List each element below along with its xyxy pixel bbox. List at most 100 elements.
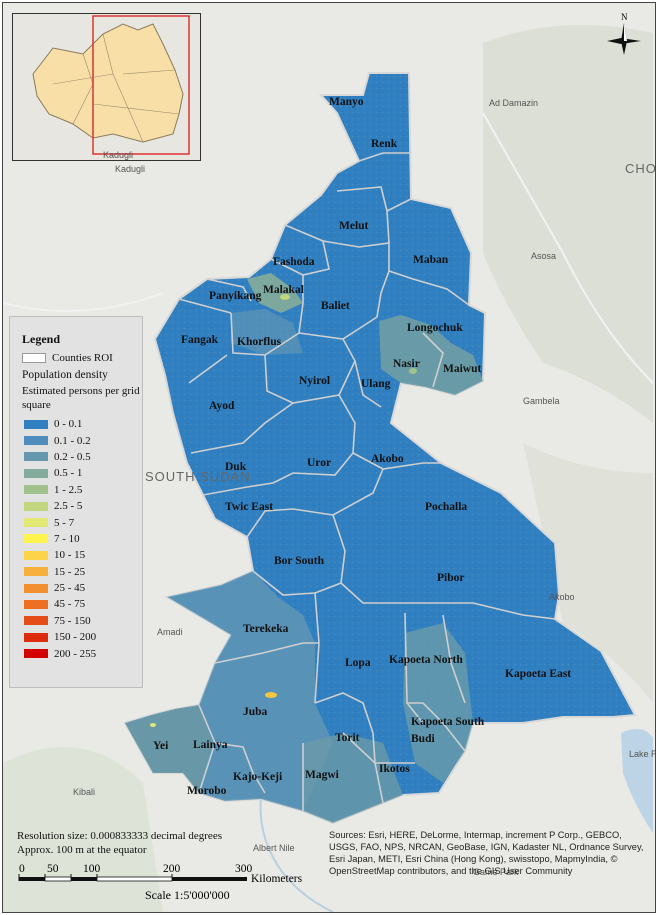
north-arrow-label: N [621,12,628,22]
legend-roi-swatch [22,353,46,363]
legend-class-label: 75 - 150 [54,614,91,627]
county-label-panyikang: Panyikang [209,290,262,302]
county-label-juba: Juba [243,706,268,718]
inset-roi-extent [92,15,190,155]
county-label-akobo: Akobo [371,453,404,465]
legend-swatch [24,452,48,462]
legend-swatch [24,501,48,511]
legend-class-label: 45 - 75 [54,598,86,611]
county-label-uror: Uror [307,457,331,469]
scale-ratio: Scale 1:5'000'000 [145,888,230,902]
county-label-ayod: Ayod [209,400,235,412]
county-label-manyo: Manyo [329,96,364,108]
county-label-yei: Yei [153,740,169,752]
road-1 [482,112,654,384]
county-label-kajo-keji: Kajo-Keji [233,771,283,783]
legend-class-label: 0.2 - 0.5 [54,450,91,463]
county-label-kapoeta-south: Kapoeta South [411,716,485,728]
county-label-morobo: Morobo [187,785,227,797]
county-label-ulang: Ulang [361,378,391,390]
legend-class-10: 15 - 25 [24,564,142,580]
county-label-khorflus: Khorflus [237,336,282,348]
county-label-fashoda: Fashoda [273,256,315,268]
legend-swatch [24,616,48,626]
density-yei [125,705,213,793]
legend-roi-entry: Counties ROI [22,352,142,364]
legend-class-label: 7 - 10 [54,532,80,545]
place-label-ad-damazin: Ad Damazin [489,98,538,108]
legend-swatch [24,436,48,446]
resolution-note: Resolution size: 0.000833333 decimal deg… [17,829,222,857]
county-label-melut: Melut [339,220,369,232]
resolution-line-2: Approx. 100 m at the equator [17,844,147,856]
legend-swatch [24,518,48,528]
legend-class-label: 5 - 7 [54,516,75,529]
place-label-south-sudan: SOUTH SUDAN [145,469,251,484]
legend-subtitle-2: Estimated persons per grid square [22,385,140,411]
scale-unit: Kilometers [251,873,303,885]
place-label-gambela: Gambela [523,396,560,406]
road-2 [3,292,164,312]
county-label-lopa: Lopa [345,657,371,669]
albert-nile-river [259,782,334,912]
legend-class-label: 15 - 25 [54,565,86,578]
legend-swatch [24,567,48,577]
legend-swatch [24,583,48,593]
county-label-terekeka: Terekeka [243,623,289,635]
legend-class-label: 0 - 0.1 [54,418,83,431]
legend-class-label: 200 - 255 [54,647,97,660]
overview-inset-map[interactable]: Kadugli [12,13,201,161]
county-label-maiwut: Maiwut [443,363,482,375]
county-label-budi: Budi [411,733,435,745]
county-label-longochuk: Longochuk [407,322,463,334]
place-label-game-park: Game Park [473,867,519,877]
legend-swatch [24,632,48,642]
density-nasir-longochuk [379,315,483,395]
legend-swatch [24,419,48,429]
density-malakal [247,273,303,313]
north-arrow-highlight [624,23,627,41]
terrain-southwest [3,747,163,912]
legend-roi-label: Counties ROI [52,352,113,364]
legend-swatch [24,485,48,495]
county-label-ikotos: Ikotos [379,763,410,775]
legend-class-4: 0.5 - 1 [24,465,142,481]
density-juba-city [265,692,277,698]
place-label-kibali: Kibali [73,787,95,797]
county-label-torit: Torit [335,732,360,744]
attribution-sources: Sources: Esri, HERE, DeLorme, Intermap, … [329,830,644,876]
county-label-nyirol: Nyirol [299,375,330,387]
legend-swatch [24,550,48,560]
county-label-duk: Duk [225,461,247,473]
legend-swatch [24,649,48,659]
legend-class-label: 150 - 200 [54,631,97,644]
legend-class-14: 150 - 200 [24,629,142,645]
county-label-nasir: Nasir [393,358,420,370]
density-magwi [303,733,403,823]
legend-class-label: 1 - 2.5 [54,483,83,496]
legend-classes: 0 - 0.1 0.1 - 0.2 0.2 - 0.5 0.5 - 1 1 - 2.5 2… [10,416,142,662]
density-kapoeta-south [403,623,473,783]
legend-swatch [24,468,48,478]
legend-class-7: 5 - 7 [24,514,142,530]
scale-segment-1 [19,877,45,881]
highland-shading-southeast [523,443,653,703]
lake-rudolf [621,729,653,833]
place-label-akobo: Akobo [549,592,575,602]
place-label-lake-rudolf: Lake Rudolf [629,749,655,759]
county-boundaries [178,152,556,811]
legend-swatch [24,599,48,609]
county-label-kapoeta-north: Kapoeta North [389,654,463,666]
county-label-baliet: Baliet [321,300,350,312]
resolution-line-1: Resolution size: 0.000833333 decimal deg… [17,830,222,842]
scale-tick-label: 200 [163,863,181,875]
legend-class-15: 200 - 255 [24,645,142,661]
main-map[interactable]: Ad Damazin Asosa Gambela Amadi Kadugli Kibali… [3,3,655,912]
legend-class-label: 25 - 45 [54,582,86,595]
place-label-asosa: Asosa [531,251,556,261]
legend-class-label: 0.5 - 1 [54,467,83,480]
legend-class-12: 45 - 75 [24,596,142,612]
legend-class-label: 2.5 - 5 [54,500,83,513]
place-label-cho: CHO [625,161,655,176]
county-label-maban: Maban [413,254,449,266]
